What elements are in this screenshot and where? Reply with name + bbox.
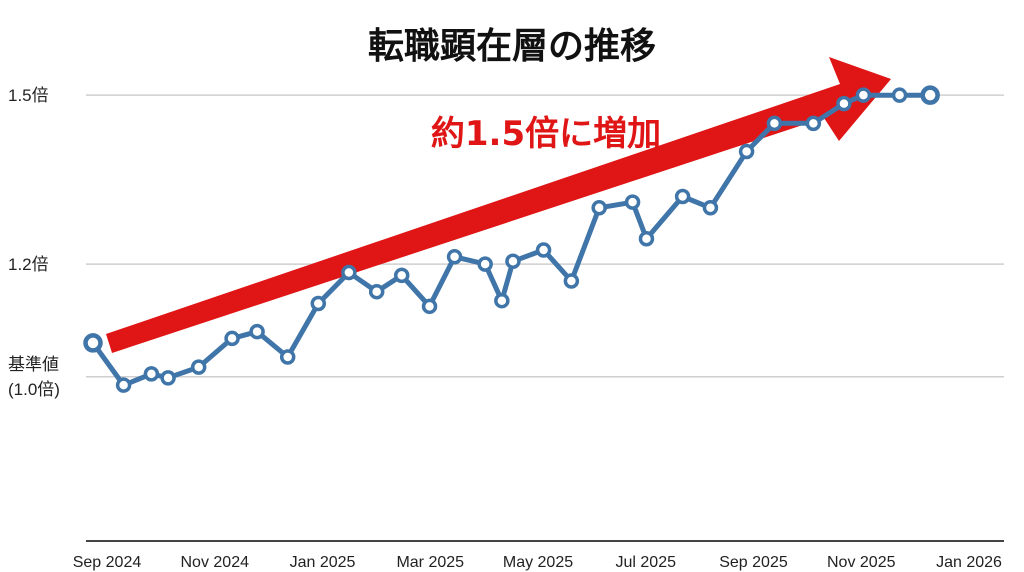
x-tick-label: Jul 2025 [616,554,677,571]
increase-annotation: 約1.5倍に増加 [431,114,661,154]
x-tick-label: Sep 2024 [73,554,142,571]
data-point [143,366,160,382]
data-point [190,359,207,375]
data-point [738,143,755,160]
data-point [160,370,176,386]
data-point [477,256,493,272]
data-point [674,188,691,205]
series-points [83,85,940,393]
x-tick-label: Nov 2024 [181,554,250,571]
chart-title: 転職顕在層の推移 [368,26,656,67]
data-point [393,267,410,284]
y-tick-label: 1.5倍 [8,86,49,105]
y-axis-tick-labels: 基準値 (1.0倍) 1.2倍 1.5倍 [8,86,60,399]
data-point [279,349,296,365]
data-point [368,283,385,300]
data-point [446,249,463,265]
y-tick-label: 基準値 [8,355,59,374]
data-point [805,115,822,132]
data-point [766,115,783,132]
x-tick-label: Sep 2025 [719,554,788,571]
data-point [702,200,719,216]
y-tick-label: (1.0倍) [8,380,60,399]
data-point [855,87,872,103]
data-point [115,377,132,393]
data-point [83,333,103,353]
data-point [638,231,655,247]
data-point [535,242,552,258]
trend-arrow [106,57,891,353]
data-point [505,253,521,270]
data-point [624,194,641,210]
data-point [920,85,940,105]
data-point [494,292,510,309]
x-tick-label: Jan 2025 [290,554,356,571]
x-tick-label: Nov 2025 [827,554,896,571]
data-point [310,295,327,312]
y-tick-label: 1.2倍 [8,255,49,274]
data-point [836,95,852,112]
data-point [249,323,265,340]
x-tick-label: May 2025 [503,554,573,571]
data-point [421,298,438,315]
data-point [224,330,240,347]
x-axis-tick-labels: Sep 2024 Nov 2024 Jan 2025 Mar 2025 May 2025… [73,554,1002,571]
grid-lines [86,94,1004,542]
data-point [591,200,607,216]
x-tick-label: Mar 2025 [396,554,464,571]
x-tick-label: Jan 2026 [936,554,1002,571]
data-point [341,264,357,281]
data-point [563,273,580,289]
data-point [891,87,908,103]
